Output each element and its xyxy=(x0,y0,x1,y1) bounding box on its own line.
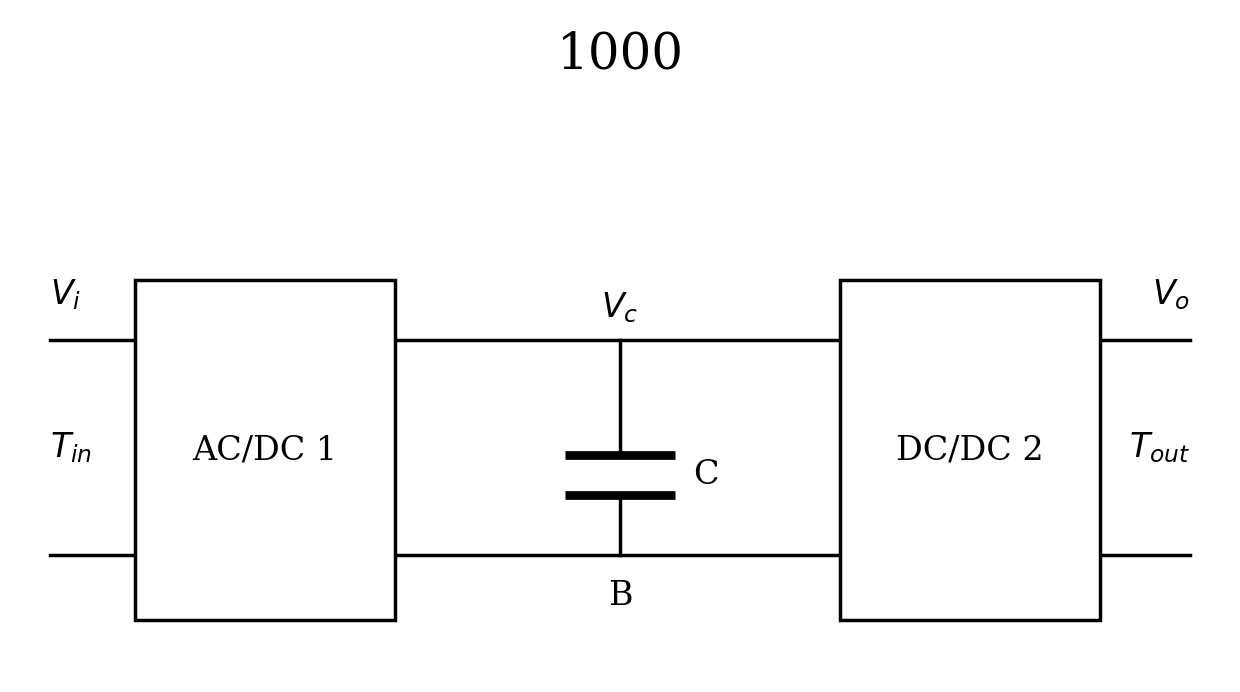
Text: C: C xyxy=(693,459,718,491)
Text: $T_{in}$: $T_{in}$ xyxy=(50,430,92,465)
Text: DC/DC 2: DC/DC 2 xyxy=(897,434,1044,466)
Text: $T_{out}$: $T_{out}$ xyxy=(1128,430,1190,465)
Bar xyxy=(135,280,396,620)
Bar xyxy=(839,280,1100,620)
Text: $V_c$: $V_c$ xyxy=(601,291,639,325)
Text: AC/DC 1: AC/DC 1 xyxy=(192,434,337,466)
Text: $V_o$: $V_o$ xyxy=(1152,277,1190,312)
Text: 1000: 1000 xyxy=(557,30,683,80)
Text: $V_i$: $V_i$ xyxy=(50,277,81,312)
Text: B: B xyxy=(608,580,632,612)
